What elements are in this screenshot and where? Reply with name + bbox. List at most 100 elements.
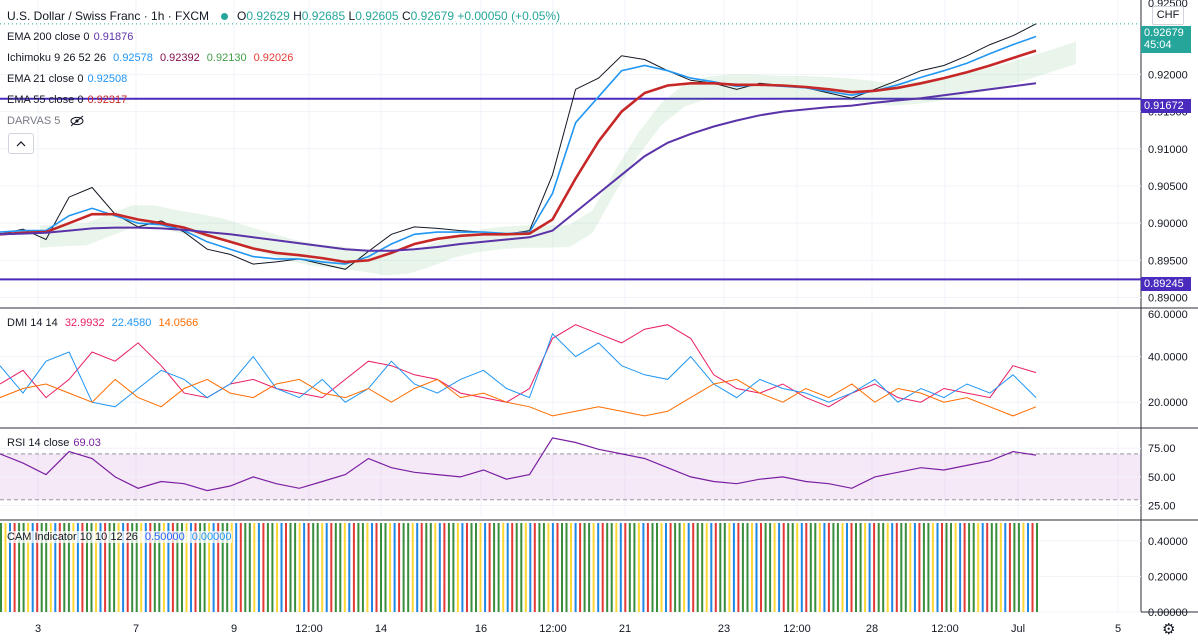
cam-bar [791,523,794,612]
cam-bar [999,523,1002,612]
cam-bar [936,523,939,612]
ichimoku-cloud [40,41,1076,276]
legend-ema55[interactable]: EMA 55 close 0 0.92317 [7,94,128,106]
bar-countdown: 45:04 [1144,39,1172,51]
cam-bar [520,523,523,612]
cam-bar [913,523,916,612]
cam-bar [380,523,382,612]
collapse-legend-button[interactable] [8,133,34,154]
cam-bar [796,523,799,612]
y-tick-label-partial: 60.0000 [1148,309,1188,321]
legend-ema21[interactable]: EMA 21 close 0 0.92508 [7,73,128,85]
cam-bar [167,523,170,612]
cam-bar [710,523,713,612]
cam-bar [751,523,753,612]
cam-bar [321,523,324,612]
ichimoku-spanA-value: 0.92130 [206,52,247,64]
cam-bar [538,523,541,612]
cam-bar [140,523,143,612]
cam-bar [524,523,527,612]
cam-bar [104,523,107,612]
legend-ichimoku[interactable]: Ichimoku 9 26 52 26 0.92578 0.92392 0.92… [7,52,294,64]
cam-bar [316,523,319,612]
cam-bar [606,523,609,612]
cam-bar [366,523,369,612]
cam-bar [502,523,505,612]
cam-bar [298,523,301,612]
legend-ema200[interactable]: EMA 200 close 0 0.91876 [7,31,134,43]
cam-bar [533,523,536,612]
cam-bar [190,523,192,612]
cam-bar [389,523,392,612]
cam-bar [687,523,690,612]
cam-bar [95,523,97,612]
cam-bar [746,523,749,612]
legend-rsi[interactable]: RSI 14 close 69.03 [7,437,101,449]
cam-bar [723,523,726,612]
ema21-value: 0.92508 [87,73,128,85]
cam-bar [244,523,247,612]
cam-bar [741,523,744,612]
cam-bar [764,523,767,612]
cam-bar [144,523,147,612]
y-tick-label: 0.40000 [1148,536,1188,548]
cam-bar [262,523,265,612]
cam-bar [185,523,188,612]
cam-bar [488,523,491,612]
ema55-line [0,49,1037,264]
cam-bar [981,523,984,612]
y-tick-label: 0.90000 [1148,218,1188,230]
cam-bar [334,523,337,612]
cam-bar [950,523,952,612]
settings-gear-icon[interactable]: ⚙ [1162,621,1176,638]
ichimoku-spanB-value: 0.92026 [253,52,294,64]
cam-bar [13,523,16,612]
cam-bar [927,523,930,612]
cam-bar [909,523,912,612]
cam-bar [773,523,776,612]
cam-bar [72,523,75,612]
cam-bar [601,523,604,612]
legend-dmi[interactable]: DMI 14 14 32.9932 22.4580 14.0566 [7,317,199,329]
cam-bar [375,523,378,612]
cam-bar [99,523,102,612]
cam-bar [239,523,242,612]
cam-bar [325,523,328,612]
cam-bar [40,523,43,612]
cam-bar [153,523,156,612]
currency-label[interactable]: CHF [1152,6,1184,25]
cam-bar [588,523,591,612]
cam-bar [941,523,943,612]
cam-bar [208,523,211,612]
cam-bar [597,523,600,612]
symbol-name: U.S. Dollar / Swiss Franc · 1h · FXCM [7,9,210,23]
cam-bar [461,523,464,612]
cam-bar [443,523,446,612]
cam-bar [122,523,125,612]
cam-bar [529,523,532,612]
cam-bar [230,523,233,612]
cam-bar [859,523,862,612]
legend-darvas[interactable]: DARVAS 5 [7,115,85,127]
cam-bar [1031,523,1034,612]
cam-bar [36,523,39,612]
cam-bar [0,523,2,612]
legend-cam[interactable]: CAM Indicator 10 10 12 26 0.50000 0.0000… [7,531,232,543]
hidden-eye-icon[interactable] [69,115,85,127]
cam-bar [556,523,559,612]
x-tick-label: 12:00 [783,623,811,635]
cam-bar [212,523,215,612]
cam-bar [692,523,695,612]
cam-bar [800,523,803,612]
cam-bar [714,523,717,612]
cam-bar [126,523,129,612]
cam-bar [637,523,640,612]
x-tick-label: 16 [475,623,487,635]
cam-bar [787,523,790,612]
cam-value-1: 0.50000 [144,531,185,543]
change-value: +0.00050 (+0.05%) [457,9,561,23]
cam-bar [194,523,197,612]
open-value: 0.92629 [246,9,290,23]
cam-bar [561,523,563,612]
